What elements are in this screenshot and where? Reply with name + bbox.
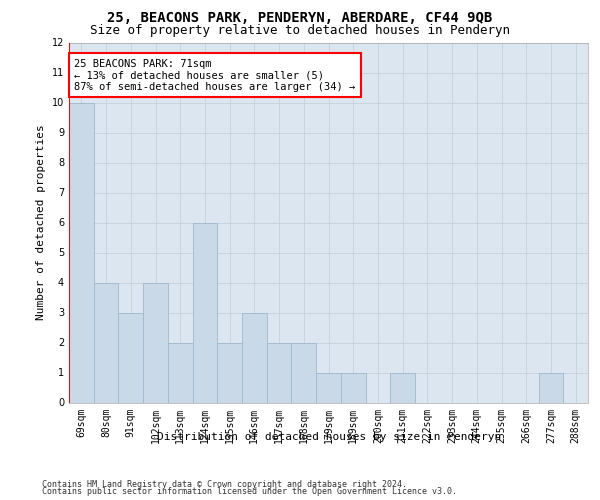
Bar xyxy=(316,372,341,402)
Bar xyxy=(168,342,193,402)
Text: Size of property relative to detached houses in Penderyn: Size of property relative to detached ho… xyxy=(90,24,510,37)
Bar xyxy=(118,312,143,402)
Text: 25, BEACONS PARK, PENDERYN, ABERDARE, CF44 9QB: 25, BEACONS PARK, PENDERYN, ABERDARE, CF… xyxy=(107,11,493,25)
Bar xyxy=(217,342,242,402)
Bar xyxy=(341,372,365,402)
Bar xyxy=(539,372,563,402)
Text: Contains public sector information licensed under the Open Government Licence v3: Contains public sector information licen… xyxy=(42,488,457,496)
Bar xyxy=(390,372,415,402)
Bar xyxy=(193,222,217,402)
Text: Distribution of detached houses by size in Penderyn: Distribution of detached houses by size … xyxy=(157,432,501,442)
Bar xyxy=(69,102,94,403)
Text: Contains HM Land Registry data © Crown copyright and database right 2024.: Contains HM Land Registry data © Crown c… xyxy=(42,480,407,489)
Text: 25 BEACONS PARK: 71sqm
← 13% of detached houses are smaller (5)
87% of semi-deta: 25 BEACONS PARK: 71sqm ← 13% of detached… xyxy=(74,58,355,92)
Y-axis label: Number of detached properties: Number of detached properties xyxy=(36,124,46,320)
Bar xyxy=(143,282,168,403)
Bar xyxy=(292,342,316,402)
Bar xyxy=(242,312,267,402)
Bar xyxy=(267,342,292,402)
Bar xyxy=(94,282,118,403)
